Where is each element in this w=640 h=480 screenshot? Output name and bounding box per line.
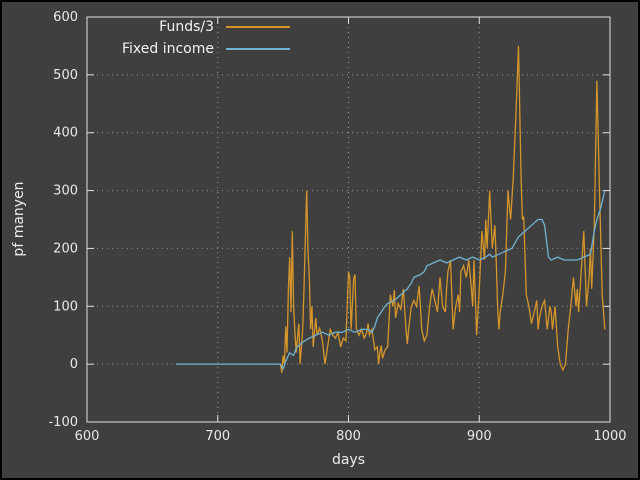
y-tick-label: 0 (70, 357, 78, 372)
legend-line-sample-fixed-income (226, 48, 290, 50)
y-tick-label: 400 (53, 126, 78, 141)
y-tick-label: 200 (53, 241, 78, 256)
y-axis-title: pf manyen (11, 181, 27, 257)
legend-label-funds: Funds/3 (159, 19, 214, 35)
y-tick-label: 100 (53, 299, 78, 314)
series-line-fixed-income (175, 190, 606, 371)
x-axis-title: days (331, 452, 366, 468)
plot-border (86, 16, 611, 423)
legend-item-fixed-income: Fixed income (64, 38, 290, 60)
x-tick-label: 600 (75, 429, 100, 444)
legend-label-fixed-income: Fixed income (121, 41, 214, 57)
x-tick-label: 700 (205, 429, 230, 444)
y-tick-label: 600 (53, 10, 78, 25)
x-tick-label: 800 (336, 429, 361, 444)
y-tick-label: 300 (53, 184, 78, 199)
y-tick-label: 500 (53, 68, 78, 83)
legend: Funds/3 Fixed income (64, 16, 290, 60)
legend-line-sample-funds (226, 26, 290, 28)
y-tick-label: -100 (48, 415, 78, 430)
x-tick-label: 900 (467, 429, 492, 444)
x-tick-label: 1000 (593, 429, 626, 444)
series-line-funds-3 (279, 45, 606, 373)
legend-item-funds: Funds/3 (64, 16, 290, 38)
